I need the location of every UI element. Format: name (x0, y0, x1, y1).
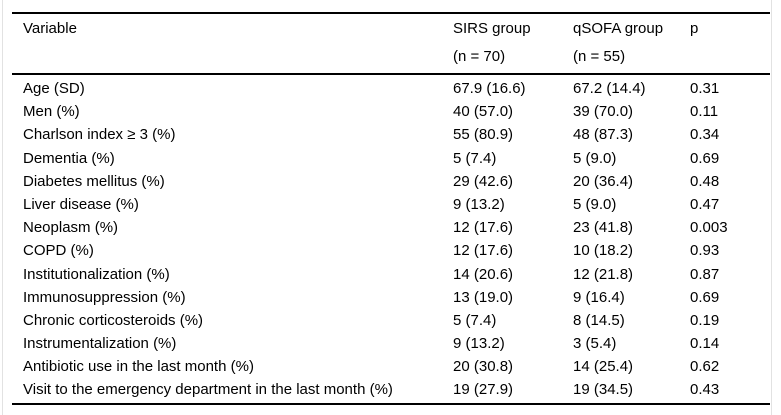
table-row: Immunosuppression (%) 13 (19.0) 9 (16.4)… (12, 286, 770, 309)
comparison-table: Variable SIRS group (n = 70) qSOFA group… (12, 12, 770, 405)
row-label: Neoplasm (%) (23, 219, 119, 237)
qsofa-value: 10 (18.2) (573, 242, 634, 260)
table-row: Visit to the emergency department in the… (12, 378, 770, 401)
sirs-value: 29 (42.6) (453, 172, 514, 190)
p-value: 0.69 (690, 149, 720, 167)
sirs-value: 5 (7.4) (453, 149, 497, 167)
sirs-value: 55 (80.9) (453, 126, 514, 144)
p-value: 0.47 (690, 195, 720, 213)
row-label: Age (SD) (23, 80, 85, 97)
sirs-value: 12 (17.6) (453, 242, 514, 260)
p-value: 0.31 (690, 80, 720, 97)
row-label: Instrumentalization (%) (23, 335, 177, 353)
row-label: Liver disease (%) (23, 195, 139, 213)
qsofa-value: 39 (70.0) (573, 103, 634, 121)
scan-edge-left (2, 0, 3, 415)
table-bottom-rule (12, 402, 770, 405)
table-row: Neoplasm (%) 12 (17.6) 23 (41.8) 0.003 (12, 216, 770, 239)
scan-edge-right (771, 0, 772, 415)
p-value: 0.34 (690, 126, 720, 144)
qsofa-value: 9 (16.4) (573, 288, 625, 306)
table-row: Charlson index ≥ 3 (%) 55 (80.9) 48 (87.… (12, 123, 770, 146)
row-label: Charlson index ≥ 3 (%) (23, 126, 176, 144)
sirs-value: 20 (30.8) (453, 358, 514, 376)
qsofa-value: 5 (9.0) (573, 149, 617, 167)
qsofa-value: 19 (34.5) (573, 381, 634, 399)
row-label: Visit to the emergency department in the… (23, 381, 393, 399)
sirs-value: 12 (17.6) (453, 219, 514, 237)
p-value: 0.69 (690, 288, 720, 306)
table-header-row: Variable SIRS group (n = 70) qSOFA group… (12, 14, 770, 73)
qsofa-value: 20 (36.4) (573, 172, 634, 190)
qsofa-value: 23 (41.8) (573, 219, 634, 237)
column-header-label: SIRS group (453, 19, 531, 37)
p-value: 0.19 (690, 311, 720, 329)
p-value: 0.62 (690, 358, 720, 376)
sirs-value: 40 (57.0) (453, 103, 514, 121)
table-row: Institutionalization (%) 14 (20.6) 12 (2… (12, 263, 770, 286)
qsofa-value: 5 (9.0) (573, 195, 617, 213)
column-header-variable: Variable (23, 15, 453, 71)
qsofa-value: 67.2 (14.4) (573, 80, 646, 97)
column-header-sirs-group: SIRS group (n = 70) (453, 15, 573, 71)
sirs-value: 67.9 (16.6) (453, 80, 526, 97)
row-label: Dementia (%) (23, 149, 115, 167)
column-header-p: p (690, 15, 770, 71)
column-header-sub: (n = 55) (573, 47, 626, 65)
row-label: Immunosuppression (%) (23, 288, 186, 306)
table-row: Instrumentalization (%) 9 (13.2) 3 (5.4)… (12, 332, 770, 355)
sirs-value: 14 (20.6) (453, 265, 514, 283)
table-row: Men (%) 40 (57.0) 39 (70.0) 0.11 (12, 100, 770, 123)
table-row: Age (SD) 67.9 (16.6) 67.2 (14.4) 0.31 (12, 77, 770, 100)
row-label: COPD (%) (23, 242, 94, 260)
table-row: COPD (%) 12 (17.6) 10 (18.2) 0.93 (12, 239, 770, 262)
table-row: Antibiotic use in the last month (%) 20 … (12, 355, 770, 378)
sirs-value: 19 (27.9) (453, 381, 514, 399)
p-value: 0.11 (690, 103, 719, 121)
column-header-sub: (n = 70) (453, 47, 506, 65)
p-value: 0.14 (690, 335, 720, 353)
table-body: Age (SD) 67.9 (16.6) 67.2 (14.4) 0.31 Me… (12, 75, 770, 403)
table-row: Chronic corticosteroids (%) 5 (7.4) 8 (1… (12, 309, 770, 332)
qsofa-value: 14 (25.4) (573, 358, 634, 376)
column-header-qsofa-group: qSOFA group (n = 55) (573, 15, 690, 71)
qsofa-value: 8 (14.5) (573, 311, 625, 329)
table-header-rule (12, 72, 770, 75)
row-label: Chronic corticosteroids (%) (23, 311, 204, 329)
sirs-value: 13 (19.0) (453, 288, 514, 306)
sirs-value: 9 (13.2) (453, 335, 505, 353)
qsofa-value: 3 (5.4) (573, 335, 617, 353)
table-row: Diabetes mellitus (%) 29 (42.6) 20 (36.4… (12, 170, 770, 193)
row-label: Men (%) (23, 103, 80, 121)
p-value: 0.93 (690, 242, 720, 260)
table-row: Liver disease (%) 9 (13.2) 5 (9.0) 0.47 (12, 193, 770, 216)
row-label: Diabetes mellitus (%) (23, 172, 165, 190)
row-label: Institutionalization (%) (23, 265, 170, 283)
row-label: Antibiotic use in the last month (%) (23, 358, 254, 376)
p-value: 0.87 (690, 265, 720, 283)
column-header-label: qSOFA group (573, 19, 664, 37)
p-value: 0.003 (690, 219, 728, 237)
column-header-label: p (690, 19, 699, 37)
p-value: 0.43 (690, 381, 720, 399)
sirs-value: 9 (13.2) (453, 195, 505, 213)
table-top-rule (12, 12, 770, 14)
sirs-value: 5 (7.4) (453, 311, 497, 329)
table-row: Dementia (%) 5 (7.4) 5 (9.0) 0.69 (12, 147, 770, 170)
qsofa-value: 48 (87.3) (573, 126, 634, 144)
p-value: 0.48 (690, 172, 720, 190)
column-header-label: Variable (23, 19, 77, 37)
qsofa-value: 12 (21.8) (573, 265, 634, 283)
